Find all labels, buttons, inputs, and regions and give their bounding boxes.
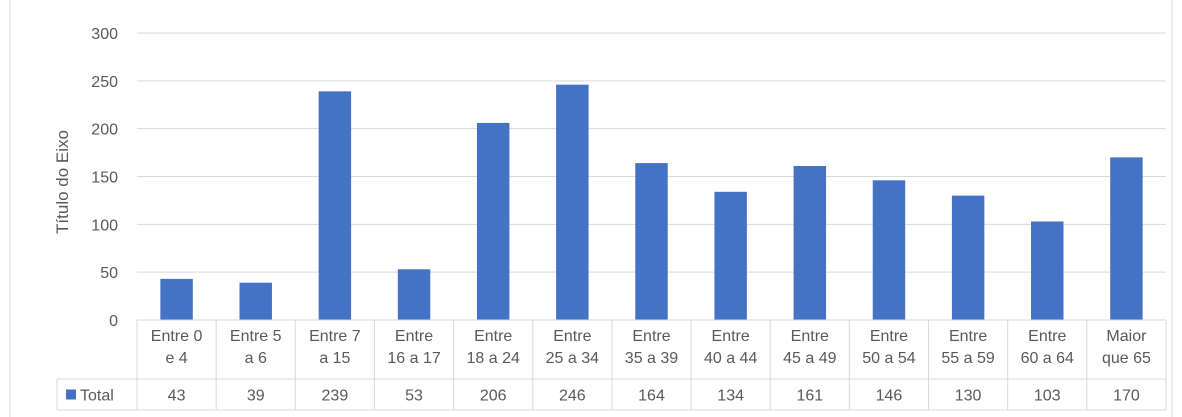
data-table-value: 134	[717, 388, 744, 405]
x-tick-label: 45 a 49	[783, 350, 836, 367]
bar	[318, 91, 352, 321]
x-tick-label: 25 a 34	[546, 350, 599, 367]
x-tick-label: 18 a 24	[466, 350, 519, 367]
bar	[714, 191, 747, 320]
x-tick-label: Entre	[870, 328, 908, 345]
bar	[476, 122, 510, 320]
bars	[160, 84, 1143, 321]
bar	[556, 84, 589, 320]
x-tick-label: 50 a 54	[862, 350, 915, 367]
x-tick-label: a 6	[245, 350, 267, 367]
bar	[793, 165, 827, 320]
y-tick-label: 50	[100, 265, 118, 282]
y-tick-label: 200	[91, 122, 118, 139]
bar	[239, 282, 272, 320]
x-tick-label: Entre	[395, 328, 433, 345]
data-table-value: 161	[796, 388, 823, 405]
data-table-value: 43	[168, 388, 186, 405]
x-tick-label: 35 a 39	[625, 350, 678, 367]
x-tick-label: 60 a 64	[1021, 350, 1074, 367]
data-table-value: 170	[1113, 388, 1140, 405]
x-tick-label: Entre	[791, 328, 829, 345]
data-table-value: 39	[247, 388, 265, 405]
x-tick-label: Entre	[553, 328, 591, 345]
bar	[397, 269, 431, 320]
data-table-value: 103	[1034, 388, 1061, 405]
x-tick-label: Entre 0	[151, 328, 203, 345]
x-tick-label: Entre 5	[230, 328, 282, 345]
y-tick-label: 150	[91, 170, 118, 187]
x-tick-label: Entre	[632, 328, 670, 345]
y-tick-label: 0	[109, 313, 118, 330]
x-tick-label: que 65	[1102, 350, 1151, 367]
bar	[1031, 221, 1064, 320]
y-tick-label: 300	[91, 26, 118, 43]
x-tick-label: 16 a 17	[387, 350, 440, 367]
x-tick-label: Entre	[474, 328, 512, 345]
y-axis-ticks: 0 50 100 150 200 250 300	[91, 26, 118, 330]
legend-label: Total	[80, 388, 114, 405]
bar	[160, 278, 193, 320]
data-table-value: 206	[480, 388, 507, 405]
bar	[951, 195, 985, 320]
y-axis-title: Título do Eixo	[53, 130, 72, 234]
y-tick-label: 250	[91, 74, 118, 91]
x-tick-label: Entre	[949, 328, 987, 345]
legend-swatch	[66, 389, 76, 400]
data-table-value: 164	[638, 388, 665, 405]
x-tick-label: e 4	[165, 350, 187, 367]
x-tick-label: Entre	[712, 328, 750, 345]
bar	[1110, 157, 1143, 320]
x-tick-label: Maior	[1106, 328, 1147, 345]
data-table-value: 130	[955, 388, 982, 405]
data-table-value: 239	[322, 388, 349, 405]
x-tick-label: 40 a 44	[704, 350, 757, 367]
data-table-value: 246	[559, 388, 586, 405]
data-table: Entre 0 e 4 Entre 5 a 6 Entre 7 a 15 Entre 16 a…	[56, 319, 1167, 411]
data-table-value: 146	[876, 388, 903, 405]
data-table-value: 53	[405, 388, 423, 405]
x-tick-label: Entre	[1028, 328, 1066, 345]
x-tick-label: 55 a 59	[941, 350, 994, 367]
bar	[872, 180, 906, 320]
bar	[635, 163, 668, 320]
x-tick-label: a 15	[319, 350, 350, 367]
x-tick-label: Entre 7	[309, 328, 361, 345]
y-tick-label: 100	[91, 217, 118, 234]
